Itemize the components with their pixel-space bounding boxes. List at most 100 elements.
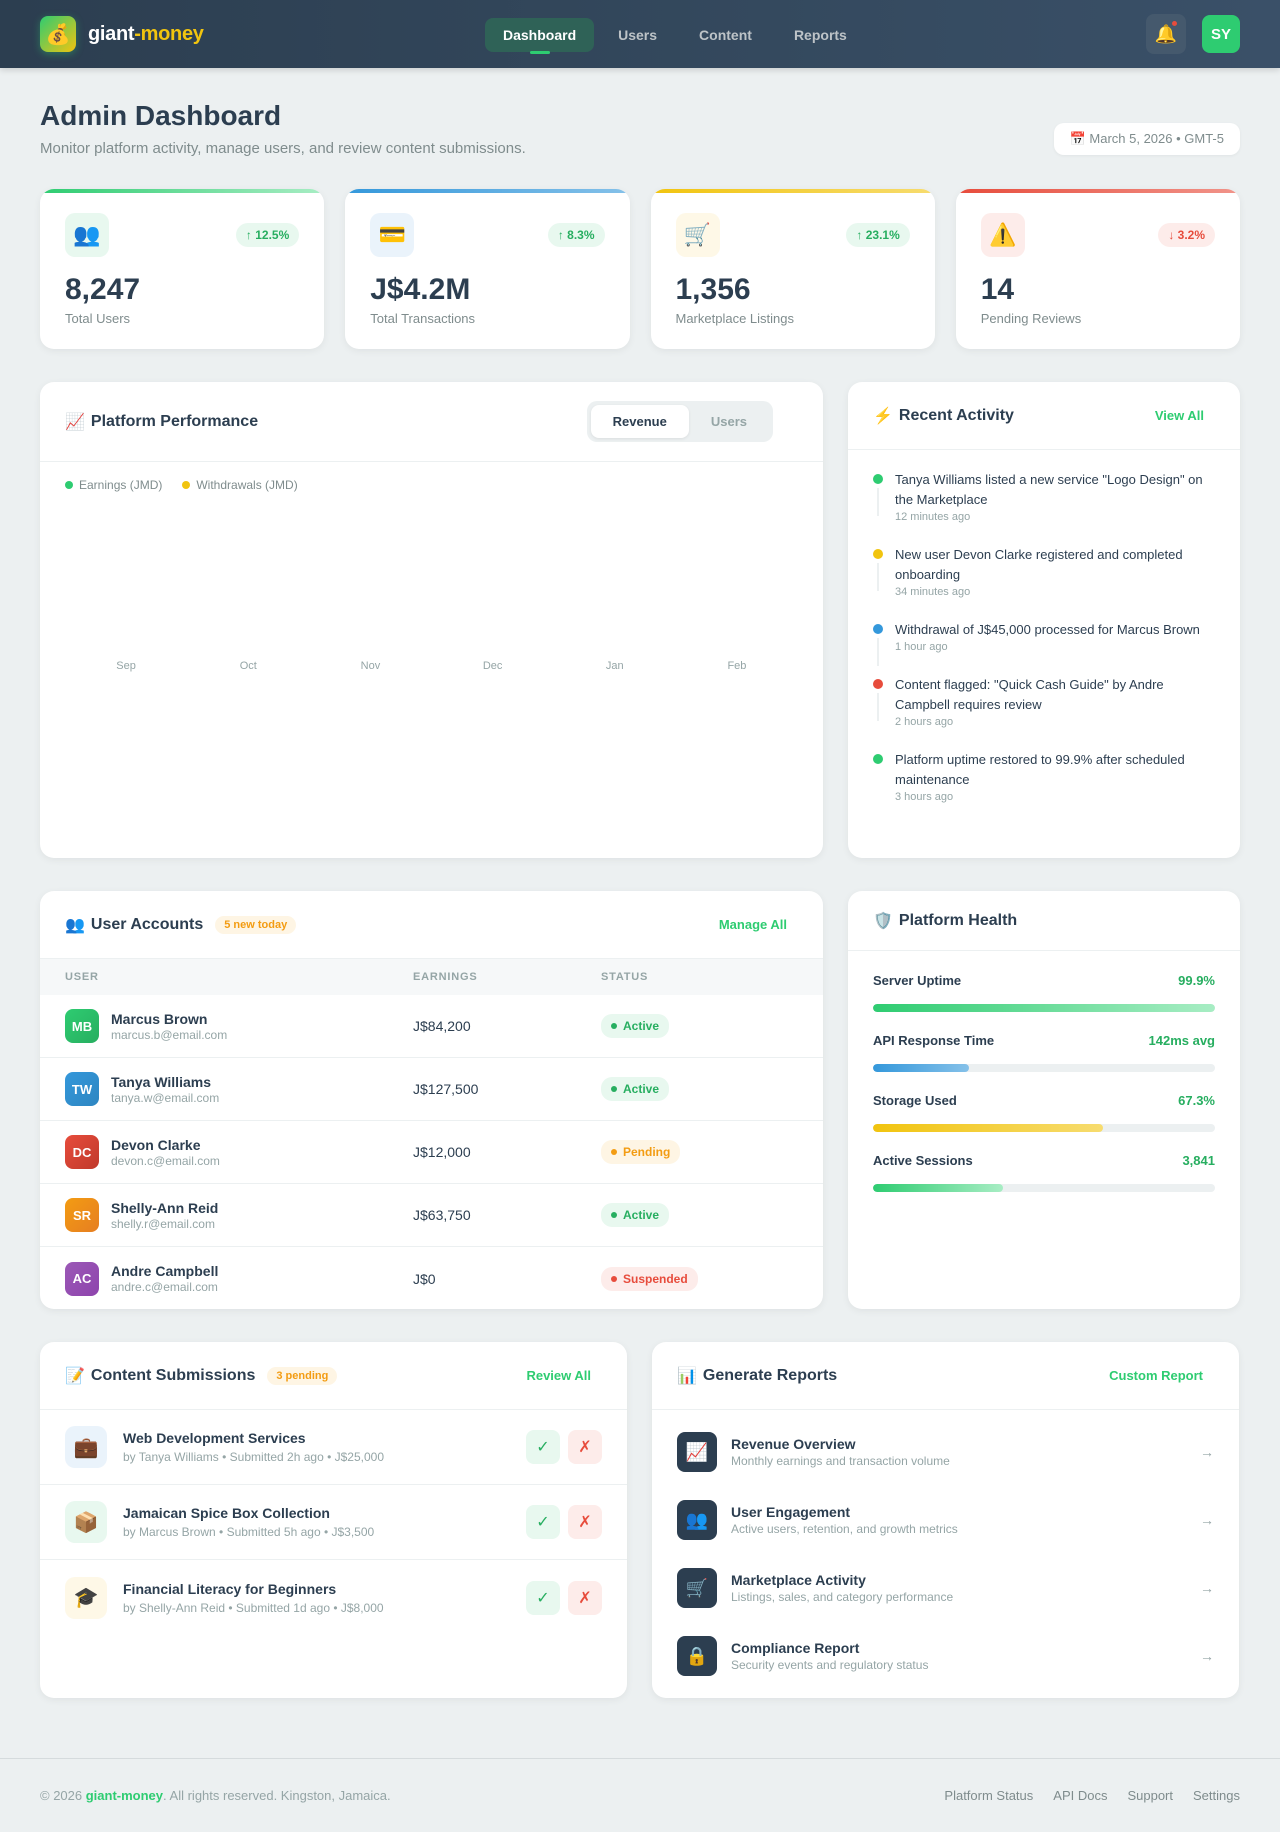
nav-content[interactable]: Content — [699, 27, 752, 43]
reject-button[interactable]: ✗ — [568, 1505, 602, 1539]
approve-button[interactable]: ✓ — [526, 1580, 560, 1615]
stat-label: Marketplace Listings — [675, 311, 795, 326]
chart-increasing-icon: 📈 — [65, 413, 85, 431]
nav-users[interactable]: Users — [618, 27, 658, 43]
content-submissions-card: 📝 Content Submissions 3 pending Review A… — [40, 1342, 627, 1698]
stat-label: Total Users — [65, 311, 131, 326]
new-users-badge: 5 new today — [215, 915, 297, 934]
footer-link-support[interactable]: Support — [1127, 1787, 1174, 1803]
activity-time: 34 minutes ago — [895, 586, 971, 598]
date-badge: 📅 March 5, 2026 • GMT-5 — [1053, 123, 1240, 155]
stat-label: Total Transactions — [370, 311, 476, 326]
memo-icon: 📝 — [65, 1367, 85, 1385]
card-title: Recent Activity — [898, 406, 1014, 424]
stat-card-marketplace-listings: 🛒 ↑ 23.1% 1,356 Marketplace Listings — [650, 189, 935, 349]
stat-card-total-users: 👥 ↑ 12.5% 8,247 Total Users — [40, 189, 325, 349]
top-navbar: 💰 giant-money Dashboard Users Content Re… — [0, 0, 1280, 68]
brand-name: giant-money — [88, 23, 204, 46]
page-header: Admin Dashboard Monitor platform activit… — [40, 68, 1240, 157]
card-title: Content Submissions — [90, 1366, 256, 1384]
shopping-cart-icon: 🛒 — [675, 213, 720, 257]
platform-performance-card: 📈 Platform Performance Revenue Users Ear… — [40, 382, 823, 858]
report-revenue-overview[interactable]: 📈 Revenue Overview Monthly earnings and t… — [677, 1432, 1214, 1472]
report-marketplace-activity[interactable]: 🛒 Marketplace Activity Listings, sales, a… — [677, 1568, 1214, 1608]
footer-link-api-docs[interactable]: API Docs — [1053, 1787, 1108, 1803]
submission-item: 📦 Jamaican Spice Box Collection by Marcus… — [40, 1485, 627, 1560]
review-all-link[interactable]: Review All — [526, 1368, 591, 1383]
activity-item: Tanya Williams listed a new service "Log… — [873, 470, 1215, 545]
tab-revenue[interactable]: Revenue — [590, 405, 689, 438]
reject-button[interactable]: ✗ — [568, 1430, 602, 1464]
status-dot-icon — [873, 754, 883, 764]
chart-toggle: Revenue Users — [586, 401, 773, 442]
submission-meta: by Shelly-Ann Reid • Submitted 1d ago • … — [123, 1600, 384, 1615]
shopping-cart-icon: 🛒 — [677, 1568, 717, 1608]
trend-badge: ↑ 8.3% — [547, 223, 605, 247]
row-submissions-reports: 📝 Content Submissions 3 pending Review A… — [40, 1342, 1240, 1698]
approve-button[interactable]: ✓ — [526, 1430, 560, 1464]
table-row[interactable]: DC Devon Clarke devon.c@email.com J$12,00… — [40, 1121, 823, 1184]
footer-brand-link[interactable]: giant-money — [85, 1787, 164, 1803]
notifications-button[interactable]: 🔔 — [1146, 14, 1186, 54]
tab-users[interactable]: Users — [710, 414, 747, 429]
nav-reports[interactable]: Reports — [793, 27, 847, 43]
arrow-right-icon: → — [1200, 1512, 1214, 1528]
submission-item: 💼 Web Development Services by Tanya Willi… — [40, 1410, 627, 1485]
footer-link-settings[interactable]: Settings — [1193, 1787, 1240, 1803]
page-content: Admin Dashboard Monitor platform activit… — [0, 68, 1280, 1698]
metric-label: Active Sessions — [873, 1153, 973, 1168]
report-title: User Engagement — [731, 1504, 851, 1520]
lightning-icon: ⚡ — [873, 407, 893, 425]
health-metric-storage: Storage Used 67.3% — [873, 1093, 1215, 1132]
package-icon: 📦 — [65, 1501, 107, 1543]
x-tick: Oct — [239, 660, 257, 672]
column-header-status: STATUS — [601, 971, 649, 983]
report-title: Marketplace Activity — [731, 1572, 866, 1588]
view-all-link[interactable]: View All — [1154, 408, 1204, 423]
page-subtitle: Monitor platform activity, manage users,… — [40, 140, 526, 157]
table-row[interactable]: MB Marcus Brown marcus.b@email.com J$84,2… — [40, 995, 823, 1058]
report-compliance[interactable]: 🔒 Compliance Report Security events and r… — [677, 1636, 1214, 1676]
user-avatar[interactable]: SY — [1202, 15, 1240, 53]
users-icon: 👥 — [677, 1500, 717, 1540]
status-badge: Suspended — [601, 1266, 698, 1291]
warning-icon: ⚠️ — [980, 213, 1025, 257]
approve-button[interactable]: ✓ — [526, 1505, 560, 1539]
health-metrics: Server Uptime 99.9% API Response Time 142m… — [848, 951, 1240, 1192]
chart-increasing-icon: 📈 — [677, 1432, 717, 1472]
nav-dashboard[interactable]: Dashboard — [485, 18, 595, 54]
metric-label: Server Uptime — [873, 973, 962, 988]
activity-time: 12 minutes ago — [895, 511, 971, 523]
money-bag-icon: 💰 — [40, 16, 76, 52]
submission-meta: by Marcus Brown • Submitted 5h ago • J$3… — [123, 1525, 375, 1539]
user-earnings: J$63,750 — [413, 1207, 471, 1223]
footer-link-platform-status[interactable]: Platform Status — [944, 1787, 1034, 1803]
custom-report-link[interactable]: Custom Report — [1109, 1368, 1203, 1383]
chart-legend: Earnings (JMD) Withdrawals (JMD) — [40, 462, 823, 492]
legend-dot-icon — [182, 481, 191, 489]
status-dot-icon — [873, 549, 883, 559]
report-user-engagement[interactable]: 👥 User Engagement Active users, retention… — [677, 1500, 1214, 1540]
table-row[interactable]: SR Shelly-Ann Reid shelly.r@email.com J$6… — [40, 1184, 823, 1247]
brand[interactable]: 💰 giant-money — [40, 16, 204, 52]
table-row[interactable]: AC Andre Campbell andre.c@email.com J$0 S… — [40, 1247, 823, 1309]
x-axis: Sep Oct Nov Dec Jan Feb — [65, 660, 798, 672]
brand-name-prefix: giant — [88, 22, 135, 45]
reject-button[interactable]: ✗ — [568, 1580, 602, 1615]
table-row[interactable]: TW Tanya Williams tanya.w@email.com J$127… — [40, 1058, 823, 1121]
avatar: MB — [65, 1009, 99, 1043]
status-badge: Pending — [601, 1140, 681, 1164]
manage-all-link[interactable]: Manage All — [718, 917, 787, 932]
generate-reports-card: 📊 Generate Reports Custom Report 📈 Reven… — [652, 1342, 1239, 1698]
report-description: Monthly earnings and transaction volume — [731, 1454, 950, 1468]
user-email: tanya.w@email.com — [111, 1090, 220, 1105]
metric-label: Storage Used — [873, 1093, 957, 1108]
avatar: TW — [65, 1072, 99, 1106]
stat-card-pending-reviews: ⚠️ ↓ 3.2% 14 Pending Reviews — [955, 189, 1240, 349]
status-dot-icon — [873, 474, 883, 484]
activity-text: Content flagged: "Quick Cash Guide" by A… — [895, 677, 1164, 712]
card-title: Platform Performance — [90, 412, 259, 430]
user-name: Devon Clarke — [111, 1136, 201, 1153]
report-title: Compliance Report — [731, 1640, 860, 1656]
activity-item: Withdrawal of J$45,000 processed for Mar… — [873, 620, 1215, 675]
